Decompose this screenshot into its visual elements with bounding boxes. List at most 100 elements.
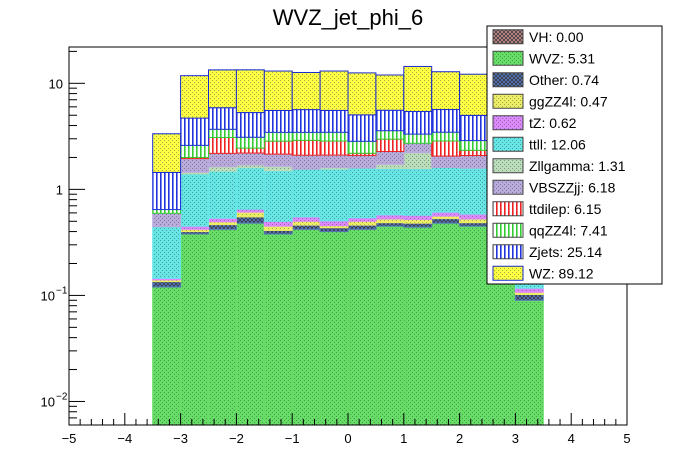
legend-label-wz: WZ: 89.12 (529, 265, 594, 281)
bar-other-bin-0 (152, 281, 182, 288)
bar-ttll-bin-5 (291, 168, 321, 218)
bar-qqzz4l-bin-6 (319, 131, 349, 142)
bar-qqzz4l-bin-1 (180, 144, 210, 158)
chart-title: WVZ_jet_phi_6 (273, 5, 423, 30)
legend-swatch-ttdilep (492, 201, 524, 217)
bar-ttdilep-bin-3 (235, 147, 265, 154)
bar-wvz-bin-2 (208, 228, 237, 426)
bar-zllgamma-bin-8 (375, 163, 405, 169)
legend-swatch-wvz (492, 50, 524, 66)
bar-wz-bin-1 (180, 75, 210, 119)
bar-ttll-bin-7 (347, 167, 377, 219)
legend-swatch-zllgamma (492, 158, 524, 174)
bar-zjets-bin-5 (291, 109, 321, 133)
bar-wvz-bin-4 (263, 233, 293, 426)
bar-ttll-bin-11 (459, 167, 489, 215)
bar-zllgamma-bin-9 (403, 152, 433, 170)
legend-label-ttll: ttll: 12.06 (529, 136, 586, 152)
legend-label-zjets: Zjets: 25.14 (529, 244, 602, 260)
legend-swatch-qqzz4l (492, 222, 524, 238)
bar-wvz-bin-6 (319, 231, 349, 426)
bar-zjets-bin-1 (180, 117, 210, 146)
bar-other-bin-9 (403, 222, 433, 228)
x-tick-label: −2 (229, 431, 244, 446)
bar-vbszzjj-bin-5 (291, 154, 321, 170)
bar-wvz-bin-11 (459, 225, 489, 426)
bar-zjets-bin-2 (208, 107, 237, 130)
bar-qqzz4l-bin-4 (263, 131, 293, 142)
legend: VH: 0.00 WVZ: 5.31 Other: 0.74 ggZZ4l: 0.47… (486, 25, 663, 285)
bar-zjets-bin-10 (431, 109, 461, 133)
bar-tz-bin-13 (514, 287, 544, 293)
bar-vbszzjj-bin-1 (180, 158, 210, 173)
x-tick-label: 5 (623, 431, 630, 446)
legend-label-wvz: WVZ: 5.31 (529, 50, 595, 66)
legend-swatch-vh (492, 29, 524, 45)
bar-qqzz4l-bin-5 (291, 131, 321, 141)
legend-label-other: Other: 0.74 (529, 72, 599, 88)
bar-qqzz4l-bin-3 (235, 136, 265, 149)
bar-ttdilep-bin-5 (291, 139, 321, 156)
bar-wz-bin-7 (347, 72, 377, 116)
legend-swatch-tz (492, 115, 524, 131)
bar-other-bin-2 (208, 224, 237, 230)
bar-wz-bin-5 (291, 71, 321, 111)
bar-tz-bin-4 (263, 220, 293, 227)
x-tick-label: −4 (117, 431, 132, 446)
bar-wvz-bin-8 (375, 225, 405, 426)
bar-ttdilep-bin-2 (208, 136, 237, 154)
bar-other-bin-3 (235, 216, 265, 224)
legend-label-tz: tZ: 0.62 (529, 115, 577, 131)
bar-tz-bin-7 (347, 217, 377, 222)
bar-ttll-bin-8 (375, 167, 405, 216)
bar-wvz-bin-3 (235, 222, 265, 426)
bar-wz-bin-0 (152, 133, 182, 173)
bar-ggzz4l-bin-8 (375, 218, 405, 224)
bar-other-bin-4 (263, 229, 293, 235)
bar-qqzz4l-bin-7 (347, 140, 377, 154)
bar-other-bin-7 (347, 224, 377, 230)
bar-ttdilep-bin-10 (431, 140, 461, 157)
x-tick-label: 3 (512, 431, 519, 446)
bar-tz-bin-6 (319, 220, 349, 227)
x-tick-label: 2 (456, 431, 463, 446)
bar-qqzz4l-bin-0 (152, 209, 182, 214)
bar-other-bin-8 (375, 222, 405, 227)
bar-zjets-bin-4 (263, 109, 293, 133)
bar-qqzz4l-bin-8 (375, 130, 405, 140)
legend-swatch-zjets (492, 244, 524, 260)
bar-ttll-bin-3 (235, 167, 265, 210)
bar-zllgamma-bin-2 (208, 166, 237, 172)
bar-zjets-bin-9 (403, 111, 433, 135)
bar-ttll-bin-4 (263, 170, 293, 222)
bar-wz-bin-10 (431, 71, 461, 111)
x-tick-label: 4 (568, 431, 575, 446)
y-tick-label: 10 (41, 394, 55, 409)
bar-wvz-bin-1 (180, 233, 210, 426)
bar-wz-bin-2 (208, 69, 237, 109)
y-tick-exponent: −2 (56, 391, 68, 402)
legend-label-ttdilep: ttdilep: 6.15 (529, 201, 602, 217)
legend-swatch-ggzz4l (492, 93, 524, 109)
legend-box (486, 25, 663, 285)
x-tick-label: −3 (173, 431, 188, 446)
bar-vbszzjj-bin-8 (375, 151, 405, 165)
bar-tz-bin-8 (375, 214, 405, 220)
legend-label-qqzz4l: qqZZ4l: 7.41 (529, 222, 608, 238)
bar-ttll-bin-2 (208, 170, 237, 219)
bar-ggzz4l-bin-7 (347, 220, 377, 226)
bar-ttll-bin-9 (403, 168, 433, 216)
bar-ggzz4l-bin-4 (263, 225, 293, 231)
bar-qqzz4l-bin-9 (403, 133, 433, 144)
bar-qqzz4l-bin-2 (208, 128, 237, 138)
y-tick-label: 10 (49, 76, 63, 91)
bar-ttdilep-bin-8 (375, 138, 405, 153)
bar-wvz-bin-9 (403, 226, 433, 426)
bar-other-bin-6 (319, 227, 349, 233)
bar-tz-bin-5 (291, 216, 321, 222)
histogram-bars (152, 65, 544, 426)
bar-zjets-bin-11 (459, 114, 489, 142)
bar-zjets-bin-0 (152, 171, 182, 211)
bar-ttll-bin-0 (152, 226, 182, 279)
